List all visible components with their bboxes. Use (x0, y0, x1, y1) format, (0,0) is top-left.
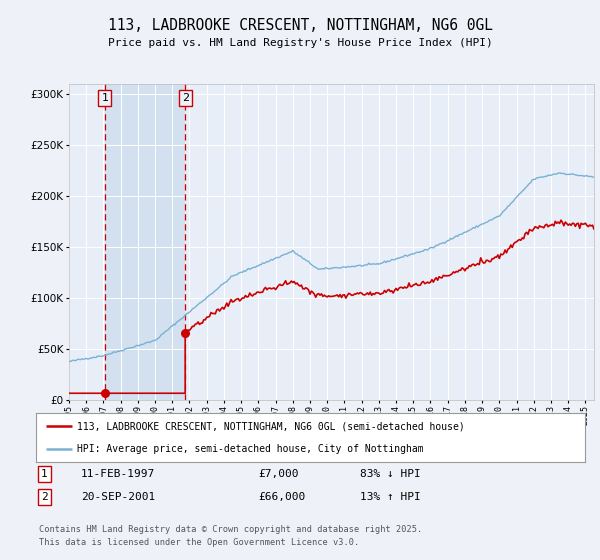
Text: 2: 2 (182, 93, 189, 103)
Text: 1: 1 (101, 93, 109, 103)
Text: £66,000: £66,000 (258, 492, 305, 502)
Text: HPI: Average price, semi-detached house, City of Nottingham: HPI: Average price, semi-detached house,… (77, 444, 424, 454)
Text: 20-SEP-2001: 20-SEP-2001 (81, 492, 155, 502)
Text: 11-FEB-1997: 11-FEB-1997 (81, 469, 155, 479)
Text: 1: 1 (41, 469, 47, 479)
Text: 13% ↑ HPI: 13% ↑ HPI (360, 492, 421, 502)
Text: Price paid vs. HM Land Registry's House Price Index (HPI): Price paid vs. HM Land Registry's House … (107, 38, 493, 48)
Text: £7,000: £7,000 (258, 469, 299, 479)
Text: 113, LADBROOKE CRESCENT, NOTTINGHAM, NG6 0GL: 113, LADBROOKE CRESCENT, NOTTINGHAM, NG6… (107, 18, 493, 33)
Text: 83% ↓ HPI: 83% ↓ HPI (360, 469, 421, 479)
Bar (105, 84, 185, 400)
Text: 113, LADBROOKE CRESCENT, NOTTINGHAM, NG6 0GL (semi-detached house): 113, LADBROOKE CRESCENT, NOTTINGHAM, NG6… (77, 421, 465, 431)
Text: Contains HM Land Registry data © Crown copyright and database right 2025.
This d: Contains HM Land Registry data © Crown c… (39, 525, 422, 547)
Text: 2: 2 (41, 492, 47, 502)
